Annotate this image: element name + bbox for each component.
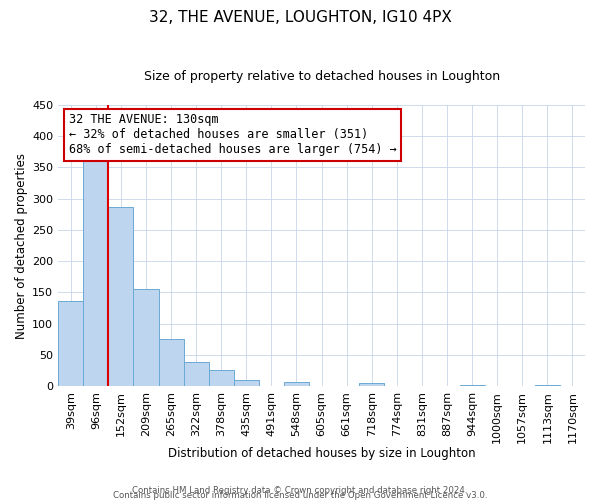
Bar bbox=[133, 290, 158, 386]
Bar bbox=[83, 155, 109, 386]
Bar bbox=[234, 380, 259, 386]
Bar bbox=[58, 300, 83, 386]
Text: Contains public sector information licensed under the Open Government Licence v3: Contains public sector information licen… bbox=[113, 491, 487, 500]
Text: 32 THE AVENUE: 130sqm
← 32% of detached houses are smaller (351)
68% of semi-det: 32 THE AVENUE: 130sqm ← 32% of detached … bbox=[68, 114, 397, 156]
X-axis label: Distribution of detached houses by size in Loughton: Distribution of detached houses by size … bbox=[168, 447, 475, 460]
Text: Contains HM Land Registry data © Crown copyright and database right 2024.: Contains HM Land Registry data © Crown c… bbox=[132, 486, 468, 495]
Bar bbox=[284, 382, 309, 386]
Bar bbox=[184, 362, 209, 386]
Y-axis label: Number of detached properties: Number of detached properties bbox=[15, 152, 28, 338]
Text: 32, THE AVENUE, LOUGHTON, IG10 4PX: 32, THE AVENUE, LOUGHTON, IG10 4PX bbox=[149, 10, 451, 25]
Bar bbox=[359, 383, 384, 386]
Bar bbox=[209, 370, 234, 386]
Bar bbox=[109, 207, 133, 386]
Bar bbox=[158, 339, 184, 386]
Bar bbox=[535, 385, 560, 386]
Title: Size of property relative to detached houses in Loughton: Size of property relative to detached ho… bbox=[143, 70, 500, 83]
Bar bbox=[460, 385, 485, 386]
